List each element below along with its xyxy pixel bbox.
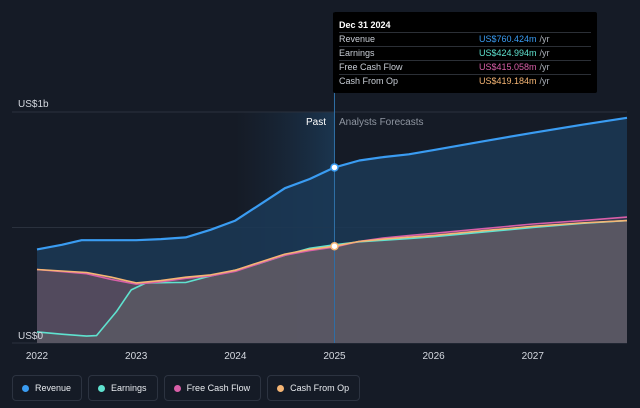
legend-item-revenue[interactable]: Revenue: [12, 375, 83, 401]
tooltip-row-label: Cash From Op: [339, 76, 399, 86]
tooltip-row-unit: /yr: [539, 62, 550, 72]
line-revenue: [36, 116, 628, 251]
marker-revenue: [330, 163, 339, 172]
forecast-label: Analysts Forecasts: [339, 117, 423, 128]
legend-item-earnings[interactable]: Earnings: [88, 375, 158, 401]
legend-item-free-cash-flow[interactable]: Free Cash Flow: [163, 375, 262, 401]
tooltip-row-unit: /yr: [539, 34, 550, 44]
tooltip-row-unit: /yr: [539, 48, 550, 58]
legend: Revenue Earnings Free Cash Flow Cash From O…: [12, 375, 361, 401]
tooltip-date: Dec 31 2024: [339, 20, 391, 30]
tooltip: Dec 31 2024 Revenue US$760.424m/yr Earning…: [333, 12, 597, 93]
legend-label: Revenue: [35, 383, 72, 393]
tooltip-row-label: Earnings: [339, 48, 375, 58]
tooltip-row: Earnings US$424.994m/yr: [339, 46, 591, 60]
legend-label: Earnings: [111, 383, 147, 393]
legend-dot-icon: [98, 384, 106, 392]
legend-label: Cash From Op: [290, 383, 350, 393]
x-tick-label: 2023: [125, 351, 148, 362]
x-tick-label: 2024: [224, 351, 247, 362]
y-axis-bottom-label: US$0: [18, 331, 43, 342]
tooltip-row: Revenue US$760.424m/yr: [339, 32, 591, 46]
tooltip-row-label: Revenue: [339, 34, 376, 44]
x-tick-label: 2027: [522, 351, 545, 362]
tooltip-rows: Revenue US$760.424m/yr Earnings US$424.994m…: [339, 32, 591, 88]
tooltip-row: Free Cash Flow US$415.058m/yr: [339, 60, 591, 74]
legend-item-cash-from-op[interactable]: Cash From Op: [267, 375, 361, 401]
tooltip-row: Cash From Op US$419.184m/yr: [339, 74, 591, 88]
legend-label: Free Cash Flow: [186, 383, 251, 393]
legend-dot-icon: [173, 384, 181, 392]
tooltip-row-unit: /yr: [539, 76, 550, 86]
tooltip-row-value: US$415.058m: [479, 62, 537, 72]
hover-markers: [330, 163, 339, 251]
tooltip-row-value: US$424.994m: [479, 48, 537, 58]
legend-dot-icon: [22, 384, 29, 392]
series-lines: [36, 116, 628, 337]
x-axis-ticks: 2022 2023 2024 2025 2026 2027: [26, 351, 544, 362]
tooltip-row-value: US$760.424m: [479, 34, 537, 44]
tooltip-row-label: Free Cash Flow: [339, 62, 403, 72]
line-cash-from-op: [36, 219, 628, 284]
series-areas: [37, 117, 627, 343]
area-earnings: [37, 220, 627, 343]
x-tick-label: 2025: [323, 351, 346, 362]
line-free-cash-flow: [36, 216, 628, 285]
x-tick-label: 2022: [26, 351, 49, 362]
y-axis-top-label: US$1b: [18, 99, 49, 110]
past-label: Past: [306, 117, 326, 128]
x-tick-label: 2026: [423, 351, 446, 362]
legend-dot-icon: [277, 384, 285, 392]
marker-cash-from-op: [330, 241, 339, 251]
tooltip-row-value: US$419.184m: [479, 76, 537, 86]
